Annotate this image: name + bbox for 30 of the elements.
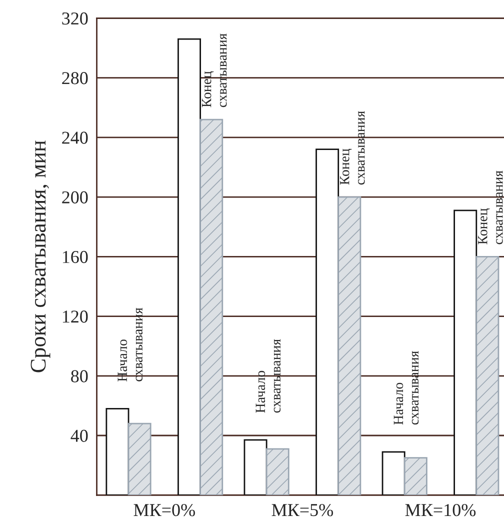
y-tick-label: 120 xyxy=(62,310,88,323)
annotation: Конец схватывания xyxy=(478,170,503,244)
bar xyxy=(200,118,224,496)
y-tick-label: 320 xyxy=(62,12,88,25)
y-axis-title: Сроки схватывания, мин xyxy=(30,140,50,372)
annotation: Начало схватывания xyxy=(118,308,142,382)
y-tick-label: 240 xyxy=(62,132,88,144)
bar xyxy=(244,439,268,496)
x-tick-label: МК=5% xyxy=(272,504,334,516)
y-tick-label: 40 xyxy=(70,430,88,442)
x-tick-label: МК=10% xyxy=(405,504,476,516)
bar xyxy=(404,457,428,496)
bar xyxy=(316,148,340,496)
annotation: Конец схватывания xyxy=(340,111,365,185)
bar xyxy=(178,38,201,496)
bar xyxy=(382,451,406,496)
annotation: Начало схватывания xyxy=(256,339,281,413)
bar xyxy=(106,408,130,496)
y-tick-label: 80 xyxy=(71,370,88,382)
bar xyxy=(266,448,290,496)
x-tick-label: МК=0% xyxy=(134,504,195,516)
y-tick-label: 280 xyxy=(62,72,88,84)
y-tick-label: 200 xyxy=(62,191,88,204)
bar xyxy=(454,210,478,496)
y-tick-label: 160 xyxy=(62,250,88,264)
bar xyxy=(476,256,500,496)
annotation: Конец схватывания xyxy=(202,34,227,108)
bar xyxy=(128,422,152,496)
annotation: Начало схватывания xyxy=(394,351,419,425)
bar xyxy=(338,196,362,496)
